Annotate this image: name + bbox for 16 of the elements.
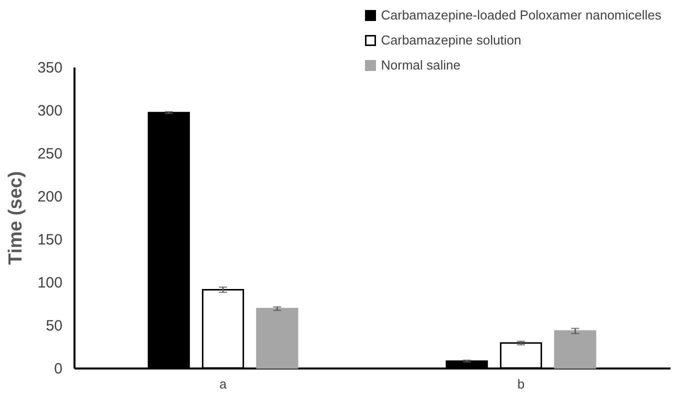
legend-label: Carbamazepine-loaded Poloxamer nanomicelles [381, 8, 662, 22]
y-tick-label: 150 [37, 232, 62, 248]
y-tick-label: 300 [37, 102, 62, 120]
bar [256, 308, 298, 369]
y-tick-label: 200 [37, 188, 62, 206]
x-tick-label: b [517, 376, 525, 392]
x-tick-label: a [219, 376, 228, 392]
y-tick-label: 100 [37, 274, 62, 292]
y-axis-title: Time (sec) [5, 171, 26, 265]
y-tick-label: 50 [46, 318, 62, 334]
bar [554, 330, 596, 369]
y-tick-label: 350 [37, 60, 62, 76]
legend-label: Carbamazepine solution [381, 32, 522, 48]
y-tick-label: 0 [54, 360, 62, 378]
y-tick-label: 250 [37, 146, 62, 162]
legend-label: Normal saline [381, 58, 460, 72]
